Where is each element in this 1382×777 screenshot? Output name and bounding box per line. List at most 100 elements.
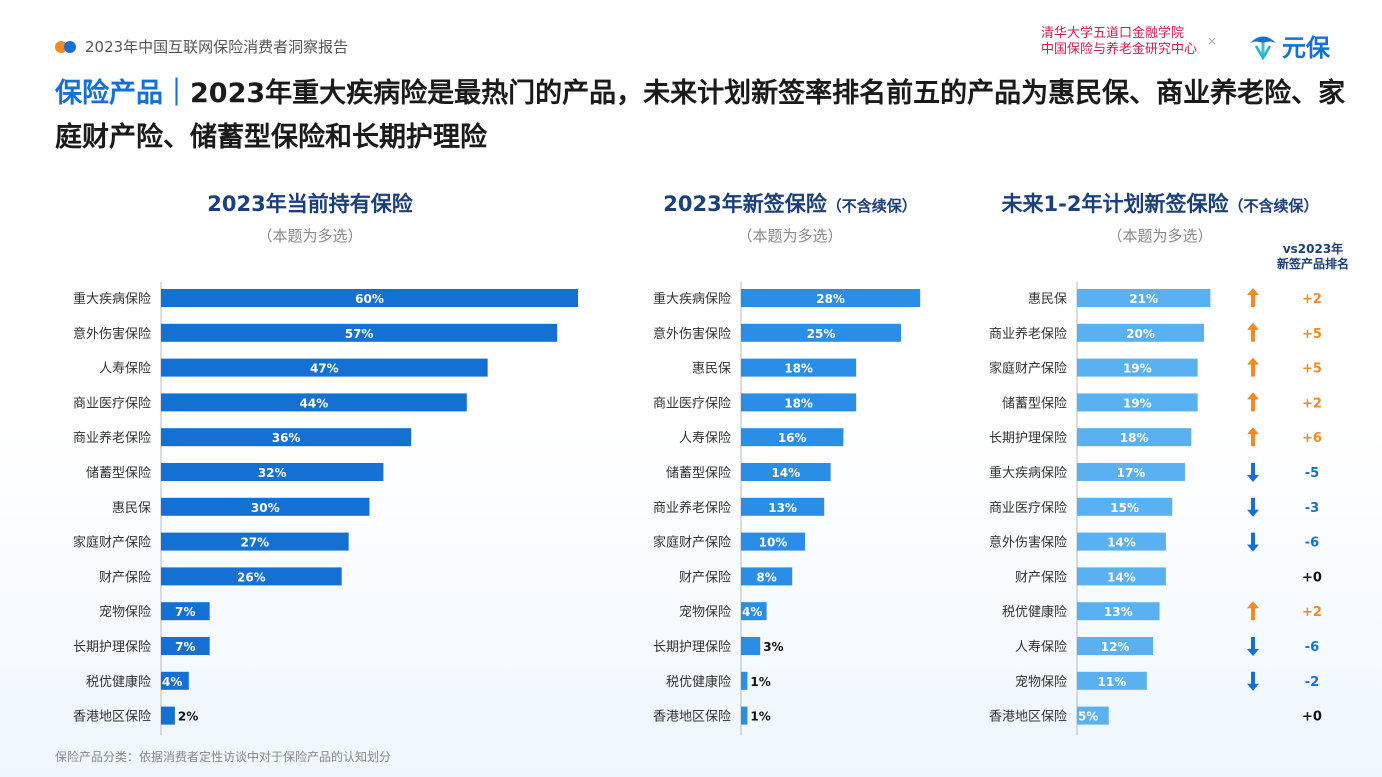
rank-change-label: +5 xyxy=(1302,327,1322,342)
bar xyxy=(1077,637,1154,655)
value-label: 2% xyxy=(178,710,198,724)
bar xyxy=(161,567,342,586)
value-label: 14% xyxy=(1107,570,1136,584)
category-label: 意外伤害保险 xyxy=(73,326,151,342)
bar xyxy=(161,602,210,621)
bar xyxy=(1077,497,1173,516)
value-label: 47% xyxy=(310,362,339,376)
rank-change-label: +0 xyxy=(1302,710,1322,725)
report-title-text: 2023年中国互联网保险消费者洞察报告 xyxy=(85,38,349,56)
category-label: 惠民保 xyxy=(112,501,151,516)
value-label: 32% xyxy=(258,466,287,480)
bar xyxy=(1077,463,1185,481)
arrow-down-icon xyxy=(1247,497,1259,517)
bar xyxy=(1077,671,1147,690)
arrow-up-icon xyxy=(1247,322,1259,342)
bar xyxy=(741,358,857,377)
rank-change-label: -6 xyxy=(1305,536,1319,551)
bar xyxy=(161,463,384,481)
bar xyxy=(1077,428,1192,447)
value-label: 13% xyxy=(1104,605,1133,619)
value-label: 19% xyxy=(1123,362,1152,376)
value-label: 1% xyxy=(750,675,770,689)
category-label: 香港地区保险 xyxy=(73,710,151,725)
arrow-up-icon xyxy=(1247,601,1259,621)
bar xyxy=(741,323,901,342)
arrow-down-icon xyxy=(1247,532,1259,552)
value-label: 60% xyxy=(355,292,384,306)
panel3-title-suffix: （不含续保） xyxy=(1228,197,1319,215)
rank-change-label: +6 xyxy=(1302,431,1322,446)
category-label: 家庭财产保险 xyxy=(73,535,151,551)
category-label: 意外伤害保险 xyxy=(989,535,1067,551)
panel2-title: 2023年新签保险（不含续保） xyxy=(620,188,960,218)
category-label: 长期护理保险 xyxy=(989,431,1067,446)
value-label: 18% xyxy=(784,396,813,410)
bar xyxy=(1077,532,1166,551)
category-label: 宠物保险 xyxy=(679,604,731,620)
category-label: 香港地区保险 xyxy=(653,710,731,725)
rank-change-label: -6 xyxy=(1305,640,1319,655)
rank-change-label: +0 xyxy=(1302,570,1322,585)
value-label: 8% xyxy=(756,570,776,584)
category-label: 人寿保险 xyxy=(1015,640,1067,655)
value-label: 7% xyxy=(175,640,195,654)
panel3-title-text: 未来1-2年计划新签保险 xyxy=(1001,192,1229,216)
category-label: 储蓄型保险 xyxy=(666,466,731,481)
bar xyxy=(741,637,761,655)
rank-change-label: +2 xyxy=(1302,292,1322,307)
panel2-subtitle: （本题为多选） xyxy=(737,227,843,245)
category-label: 惠民保 xyxy=(692,362,731,377)
category-label: 财产保险 xyxy=(679,570,731,585)
rank-header-line1: vs2023年 xyxy=(1282,242,1344,256)
brand-name: 元保 xyxy=(1282,34,1330,62)
panel1-subtitle: （本题为多选） xyxy=(257,227,363,245)
org-name: 清华大学五道口金融学院 中国保险与养老金研究中心 xyxy=(1041,26,1197,58)
value-label: 26% xyxy=(237,570,266,584)
bar xyxy=(161,323,558,342)
rank-change-label: +2 xyxy=(1302,396,1322,411)
category-label: 商业养老保险 xyxy=(989,326,1067,342)
bar xyxy=(1077,393,1198,412)
category-label: 长期护理保险 xyxy=(73,640,151,655)
org-line1: 清华大学五道口金融学院 xyxy=(1040,26,1184,41)
panel2-title-suffix: （不含续保） xyxy=(826,197,917,215)
bar xyxy=(741,532,805,551)
category-label: 税优健康险 xyxy=(666,674,731,690)
arrow-down-icon xyxy=(1247,637,1259,656)
bar xyxy=(741,289,921,307)
arrow-up-icon xyxy=(1247,357,1259,377)
brand-dots-icon xyxy=(55,40,77,53)
bar xyxy=(1077,358,1198,377)
bar xyxy=(741,428,844,447)
arrow-up-icon xyxy=(1247,427,1259,447)
category-label: 惠民保 xyxy=(1028,292,1067,307)
category-label: 重大疾病保险 xyxy=(73,291,151,307)
value-label: 18% xyxy=(784,362,813,376)
value-label: 27% xyxy=(240,536,269,550)
value-label: 57% xyxy=(345,327,374,341)
value-label: 4% xyxy=(162,675,182,689)
page-headline: 保险产品｜2023年重大疾病险是最热门的产品，未来计划新签率排名前五的产品为惠民… xyxy=(55,72,1355,160)
rank-change-label: -5 xyxy=(1305,466,1319,481)
value-label: 1% xyxy=(750,710,770,724)
headline-category: 保险产品｜ xyxy=(55,78,190,109)
bar xyxy=(1077,602,1160,621)
panel3-subtitle: （本题为多选） xyxy=(1107,227,1213,245)
bar xyxy=(161,497,370,516)
value-label: 4% xyxy=(742,605,762,619)
category-label: 商业医疗保险 xyxy=(73,396,151,411)
category-label: 财产保险 xyxy=(1015,570,1067,585)
rank-change-header: vs2023年 新签产品排名 xyxy=(1258,242,1368,272)
footer-note: 保险产品分类：依据消费者定性访谈中对于保险产品的认知划分 xyxy=(55,750,392,764)
arrow-up-icon xyxy=(1247,288,1259,307)
category-label: 税优健康险 xyxy=(86,674,151,690)
arrow-down-icon xyxy=(1247,463,1259,482)
value-label: 3% xyxy=(763,640,783,654)
value-label: 44% xyxy=(300,396,329,410)
panel2-title-text: 2023年新签保险 xyxy=(663,192,827,216)
rank-header-line2: 新签产品排名 xyxy=(1276,257,1349,271)
category-label: 人寿保险 xyxy=(679,431,731,446)
bar xyxy=(741,602,767,621)
category-label: 重大疾病保险 xyxy=(653,291,731,307)
